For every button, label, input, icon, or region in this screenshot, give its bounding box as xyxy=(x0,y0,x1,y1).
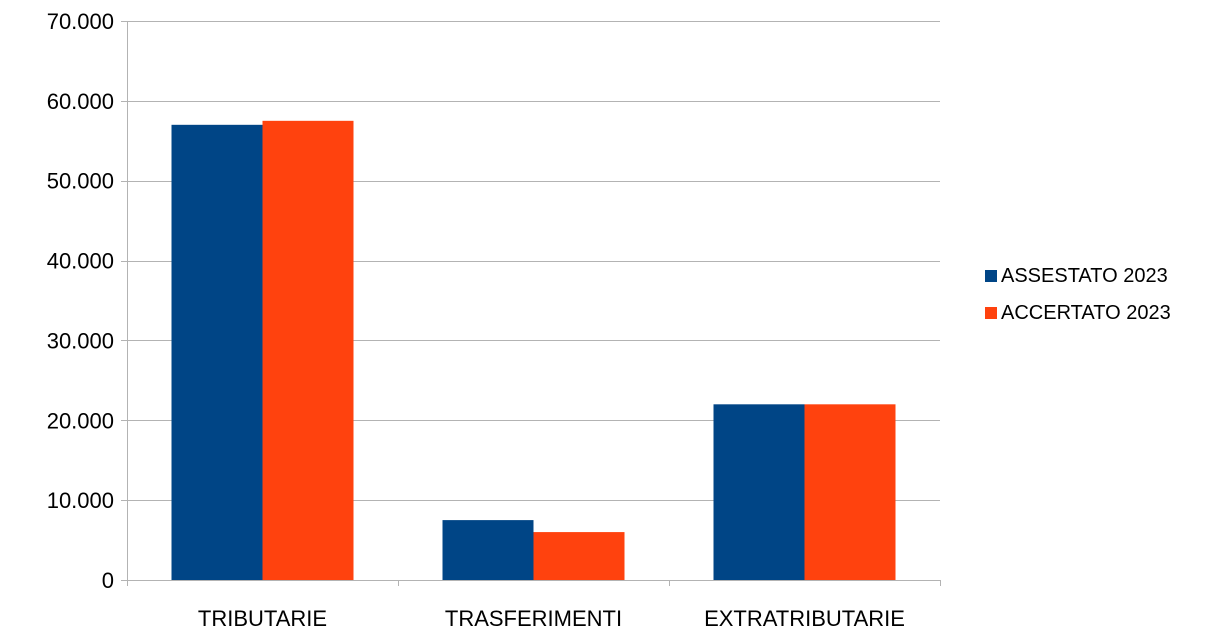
x-tick-labels: TRIBUTARIE TRASFERIMENTI EXTRATRIBUTARIE xyxy=(198,606,905,631)
legend-item-accertato: ACCERTATO 2023 xyxy=(985,301,1171,324)
x-tick-label: TRASFERIMENTI xyxy=(445,606,622,631)
bars xyxy=(171,120,896,581)
bar-extratributarie-assestato xyxy=(713,404,805,580)
y-tick-label: 10.000 xyxy=(47,488,114,513)
bar-tributarie-accertato xyxy=(262,120,354,581)
legend-label-accertato: ACCERTATO 2023 xyxy=(1001,301,1171,324)
legend-label-assestato: ASSESTATO 2023 xyxy=(1001,264,1168,287)
legend: ASSESTATO 2023 ACCERTATO 2023 xyxy=(985,264,1171,340)
y-tick-label: 60.000 xyxy=(47,89,114,114)
bar-extratributarie-accertato xyxy=(804,404,896,580)
y-tick-label: 50.000 xyxy=(47,169,114,194)
y-tick-label: 70.000 xyxy=(47,9,114,34)
bar-trasferimenti-accertato xyxy=(533,532,625,580)
x-tick-label: TRIBUTARIE xyxy=(198,606,327,631)
y-tick-label: 40.000 xyxy=(47,249,114,274)
legend-item-assestato: ASSESTATO 2023 xyxy=(985,264,1171,287)
y-tick-label: 30.000 xyxy=(47,328,114,353)
axes xyxy=(121,21,941,586)
x-tick-label: EXTRATRIBUTARIE xyxy=(704,606,905,631)
legend-swatch-accertato xyxy=(985,307,997,319)
y-tick-labels: 0 10.000 20.000 30.000 40.000 50.000 60.000 70.… xyxy=(47,9,114,593)
y-tick-label: 20.000 xyxy=(47,408,114,433)
bar-tributarie-assestato xyxy=(171,124,263,581)
legend-swatch-assestato xyxy=(985,270,997,282)
y-tick-label: 0 xyxy=(102,568,114,593)
bar-trasferimenti-assestato xyxy=(442,520,534,580)
